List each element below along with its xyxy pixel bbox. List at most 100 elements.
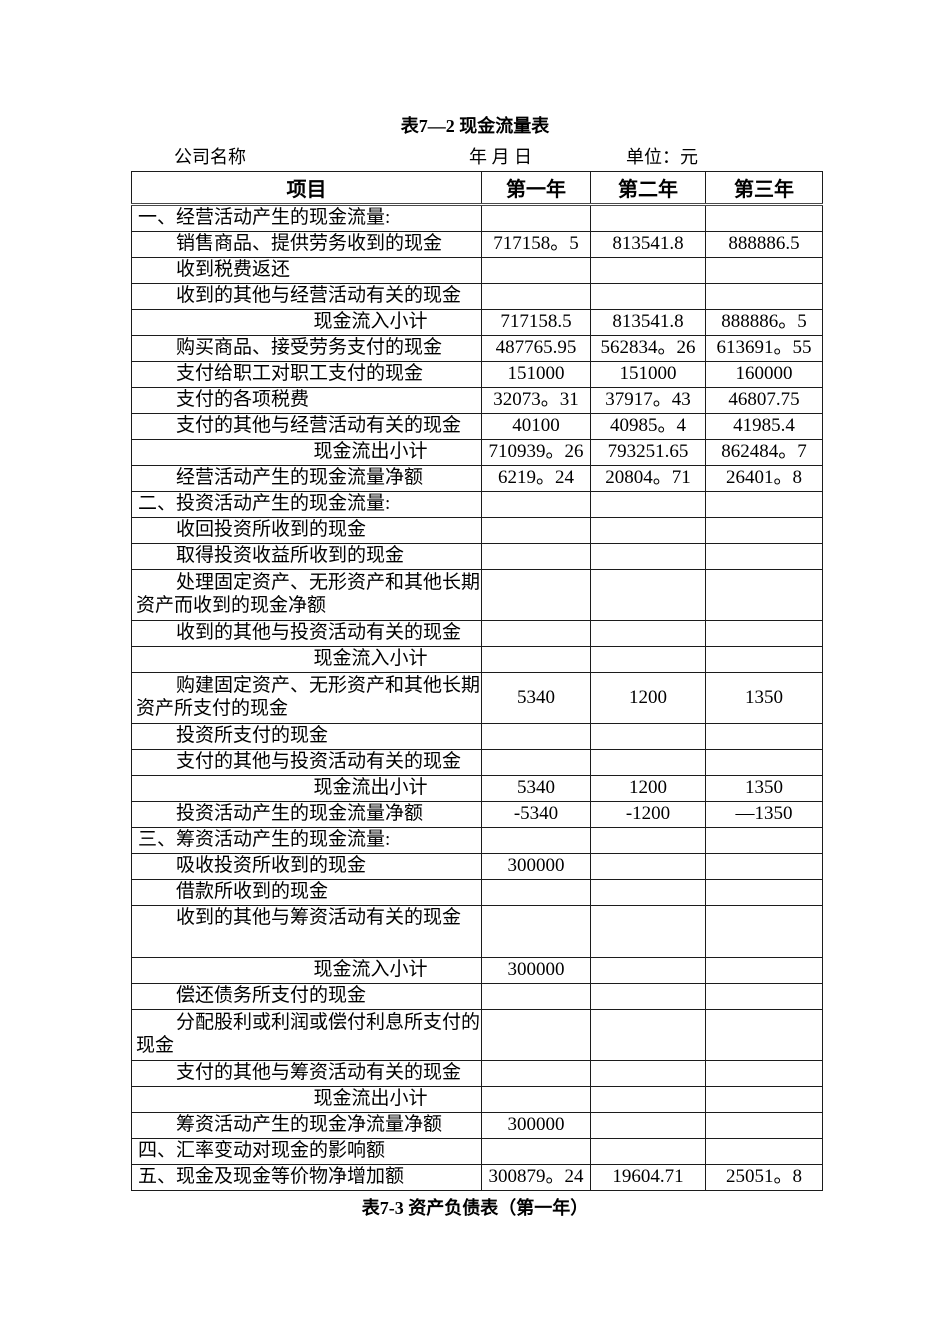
value-year3-cell — [705, 569, 823, 621]
row-label-cell: 现金流出小计 — [131, 1086, 482, 1113]
table-row: 偿还债务所支付的现金 — [131, 983, 823, 1010]
value-year2-cell — [590, 646, 706, 673]
row-label-cell: 收到的其他与投资活动有关的现金 — [131, 620, 482, 647]
value-year2-cell: 151000 — [590, 361, 706, 388]
row-label-cell: 取得投资收益所收到的现金 — [131, 543, 482, 570]
value-year3-cell — [705, 1060, 823, 1087]
value-year1-cell: 5340 — [481, 775, 591, 802]
value-year2-cell — [590, 957, 706, 984]
value-year2-cell — [590, 620, 706, 647]
value-year1-cell: 300879。24 — [481, 1164, 591, 1191]
value-year3-cell — [705, 983, 823, 1010]
value-year2-cell — [590, 283, 706, 310]
table-row: 收到的其他与投资活动有关的现金 — [131, 620, 823, 647]
value-year2-cell — [590, 723, 706, 750]
value-year3-cell: 613691。55 — [705, 335, 823, 362]
value-year1-cell — [481, 1060, 591, 1087]
value-year1-cell — [481, 646, 591, 673]
value-year3-cell — [705, 517, 823, 544]
value-year1-cell — [481, 749, 591, 776]
value-year1-cell: 6219。24 — [481, 465, 591, 492]
table-row: 现金流出小计 710939。26 793251.65 862484。7 — [131, 439, 823, 466]
value-year3-cell: 1350 — [705, 775, 823, 802]
row-label-cell: 支付的各项税费 — [131, 387, 482, 414]
row-label-cell: 吸收投资所收到的现金 — [131, 853, 482, 880]
value-year1-cell: 710939。26 — [481, 439, 591, 466]
table-row: 收回投资所收到的现金 — [131, 517, 823, 544]
table-row: 经营活动产生的现金流量净额 6219。24 20804。71 26401。8 — [131, 465, 823, 492]
value-year1-cell — [481, 905, 591, 958]
value-year3-cell: 41985.4 — [705, 413, 823, 440]
value-year2-cell — [590, 257, 706, 284]
value-year3-cell — [705, 957, 823, 984]
row-label-cell: 销售商品、提供劳务收到的现金 — [131, 231, 482, 258]
row-label-cell: 支付给职工对职工支付的现金 — [131, 361, 482, 388]
value-year3-cell — [705, 723, 823, 750]
value-year1-cell — [481, 827, 591, 854]
value-year1-cell — [481, 283, 591, 310]
value-year2-cell — [590, 1112, 706, 1139]
value-year2-cell — [590, 749, 706, 776]
table-row: 投资所支付的现金 — [131, 723, 823, 750]
value-year1-cell: 5340 — [481, 672, 591, 724]
value-year1-cell — [481, 620, 591, 647]
value-year3-cell: —1350 — [705, 801, 823, 828]
value-year3-cell — [705, 905, 823, 958]
table-row: 支付的其他与经营活动有关的现金 40100 40985。4 41985.4 — [131, 413, 823, 440]
value-year1-cell: 300000 — [481, 1112, 591, 1139]
table-row: 二、投资活动产生的现金流量: — [131, 491, 823, 518]
table-row: 吸收投资所收到的现金 300000 — [131, 853, 823, 880]
header-row: 项目 第一年 第二年 第三年 — [131, 171, 823, 206]
table-row: 支付给职工对职工支付的现金 151000 151000 160000 — [131, 361, 823, 388]
value-year2-cell — [590, 879, 706, 906]
table-row: 支付的其他与筹资活动有关的现金 — [131, 1060, 823, 1087]
value-year3-cell — [705, 827, 823, 854]
company-name-label: 公司名称 — [174, 147, 246, 167]
row-label-cell: 收到税费返还 — [131, 257, 482, 284]
value-year2-cell — [590, 1060, 706, 1087]
value-year3-cell — [705, 749, 823, 776]
table-row: 借款所收到的现金 — [131, 879, 823, 906]
value-year3-cell — [705, 257, 823, 284]
value-year3-cell: 862484。7 — [705, 439, 823, 466]
row-label-cell: 现金流入小计 — [131, 309, 482, 336]
value-year1-cell: 487765.95 — [481, 335, 591, 362]
row-label-cell: 四、汇率变动对现金的影响额 — [131, 1138, 482, 1165]
value-year1-cell: 32073。31 — [481, 387, 591, 414]
value-year3-cell — [705, 1009, 823, 1061]
value-year1-cell — [481, 491, 591, 518]
row-label-cell: 支付的其他与投资活动有关的现金 — [131, 749, 482, 776]
header-item-column: 项目 — [131, 171, 482, 206]
value-year2-cell: 40985。4 — [590, 413, 706, 440]
header-year3-column: 第三年 — [705, 171, 823, 206]
table-row: 支付的各项税费 32073。31 37917。43 46807.75 — [131, 387, 823, 414]
value-year3-cell — [705, 204, 823, 232]
value-year1-cell — [481, 983, 591, 1010]
table-row: 现金流入小计 — [131, 646, 823, 673]
value-year2-cell: 20804。71 — [590, 465, 706, 492]
table-row: 筹资活动产生的现金净流量净额 300000 — [131, 1112, 823, 1139]
table-row: 现金流入小计 717158.5 813541.8 888886。5 — [131, 309, 823, 336]
table-row: 三、筹资活动产生的现金流量: — [131, 827, 823, 854]
value-year2-cell — [590, 1086, 706, 1113]
table-row: 收到的其他与经营活动有关的现金 — [131, 283, 823, 310]
value-year1-cell — [481, 879, 591, 906]
table-row: 现金流入小计 300000 — [131, 957, 823, 984]
row-label-cell: 收回投资所收到的现金 — [131, 517, 482, 544]
value-year3-cell: 888886.5 — [705, 231, 823, 258]
value-year3-cell: 160000 — [705, 361, 823, 388]
value-year3-cell — [705, 1086, 823, 1113]
row-label-cell: 现金流出小计 — [131, 439, 482, 466]
row-label-cell: 五、现金及现金等价物净增加额 — [131, 1164, 482, 1191]
unit-label: 单位：元 — [626, 147, 698, 167]
value-year3-cell — [705, 491, 823, 518]
value-year3-cell: 25051。8 — [705, 1164, 823, 1191]
value-year2-cell — [590, 853, 706, 880]
row-label-cell: 处理固定资产、无形资产和其他长期资产而收到的现金净额 — [131, 569, 482, 621]
row-label-cell: 现金流入小计 — [131, 957, 482, 984]
value-year2-cell: 19604.71 — [590, 1164, 706, 1191]
value-year1-cell: -5340 — [481, 801, 591, 828]
row-label-cell: 支付的其他与经营活动有关的现金 — [131, 413, 482, 440]
value-year2-cell — [590, 543, 706, 570]
value-year2-cell — [590, 517, 706, 544]
